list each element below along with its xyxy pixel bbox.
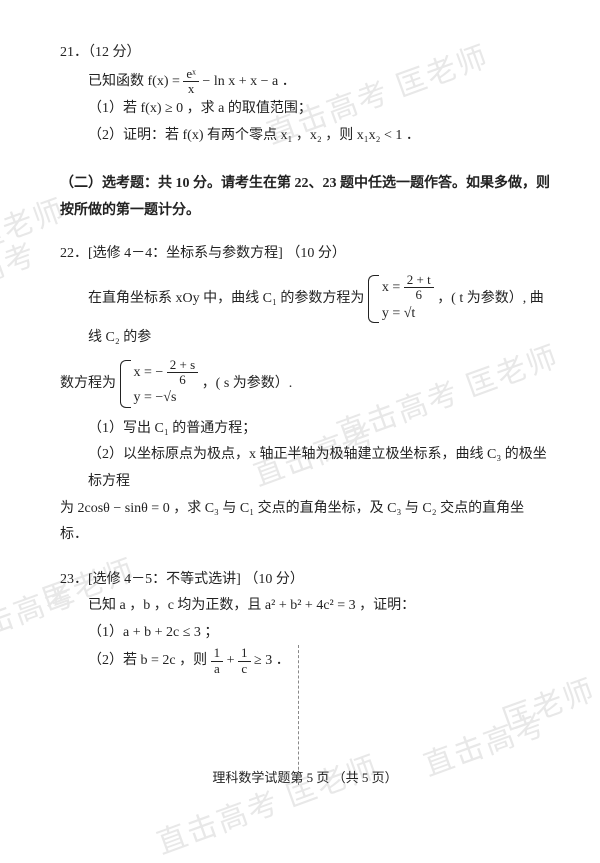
question-22: 22．[选修 4－4：坐标系与参数方程] （10 分） 在直角坐标系 xOy 中… <box>60 241 550 549</box>
fraction: eˣx <box>183 67 199 97</box>
q21-number: 21． <box>60 45 88 60</box>
question-23: 23．[选修 4－5：不等式选讲] （10 分） 已知 a ，b ，c 均为正数… <box>60 567 550 676</box>
q22-line1: 在直角坐标系 xOy 中，曲线 C₁ 的参数方程为 x = 2 + t6 y =… <box>60 273 550 352</box>
q23-title: [选修 4－5：不等式选讲] （10 分） <box>88 572 304 587</box>
q23-part2: （2）若 b = 2c ，则 1a + 1c ≥ 3 ． <box>60 646 550 676</box>
system-c1: x = 2 + t6 y = √t <box>368 273 434 325</box>
q23-part1: （1）a + b + 2c ≤ 3 ； <box>60 620 550 647</box>
q22-line2: 数方程为 x = − 2 + s6 y = −√s ，( s 为参数）. <box>60 358 550 410</box>
q21-part2: （2）证明：若 f(x) 有两个零点 x₁ ，x₂ ，则 x₁x₂ < 1 ． <box>60 123 550 150</box>
q23-stem: 已知 a ，b ，c 均为正数，且 a² + b² + 4c² = 3 ，证明： <box>60 593 550 620</box>
q22-part2a: （2）以坐标原点为极点，x 轴正半轴为极轴建立极坐标系，曲线 C₃ 的极坐标方程 <box>60 442 550 495</box>
q21-part1: （1）若 f(x) ≥ 0 ，求 a 的取值范围； <box>60 96 550 123</box>
q21-header: 21．（12 分） <box>60 40 550 67</box>
q22-header: 22．[选修 4－4：坐标系与参数方程] （10 分） <box>60 241 550 268</box>
question-21: 21．（12 分） 已知函数 f(x) = eˣx − ln x + x − a… <box>60 40 550 149</box>
system-c2: x = − 2 + s6 y = −√s <box>120 358 199 410</box>
q23-number: 23． <box>60 572 88 587</box>
q21-stem: 已知函数 f(x) = eˣx − ln x + x − a ． <box>60 67 550 97</box>
q21-points: （12 分） <box>88 45 141 60</box>
q22-number: 22． <box>60 246 88 261</box>
q22-part1: （1）写出 C₁ 的普通方程； <box>60 416 550 443</box>
q23-header: 23．[选修 4－5：不等式选讲] （10 分） <box>60 567 550 594</box>
q22-title: [选修 4－4：坐标系与参数方程] （10 分） <box>88 246 346 261</box>
section-2-header: （二）选考题：共 10 分。请考生在第 22、23 题中任选一题作答。如果多做，… <box>60 171 550 224</box>
vertical-fold-line <box>298 645 299 785</box>
q22-part2b: 为 2cosθ − sinθ = 0 ，求 C₃ 与 C₁ 交点的直角坐标，及 … <box>60 496 550 549</box>
page-footer: 理科数学试题第 5 页 （共 5 页） <box>60 766 550 791</box>
